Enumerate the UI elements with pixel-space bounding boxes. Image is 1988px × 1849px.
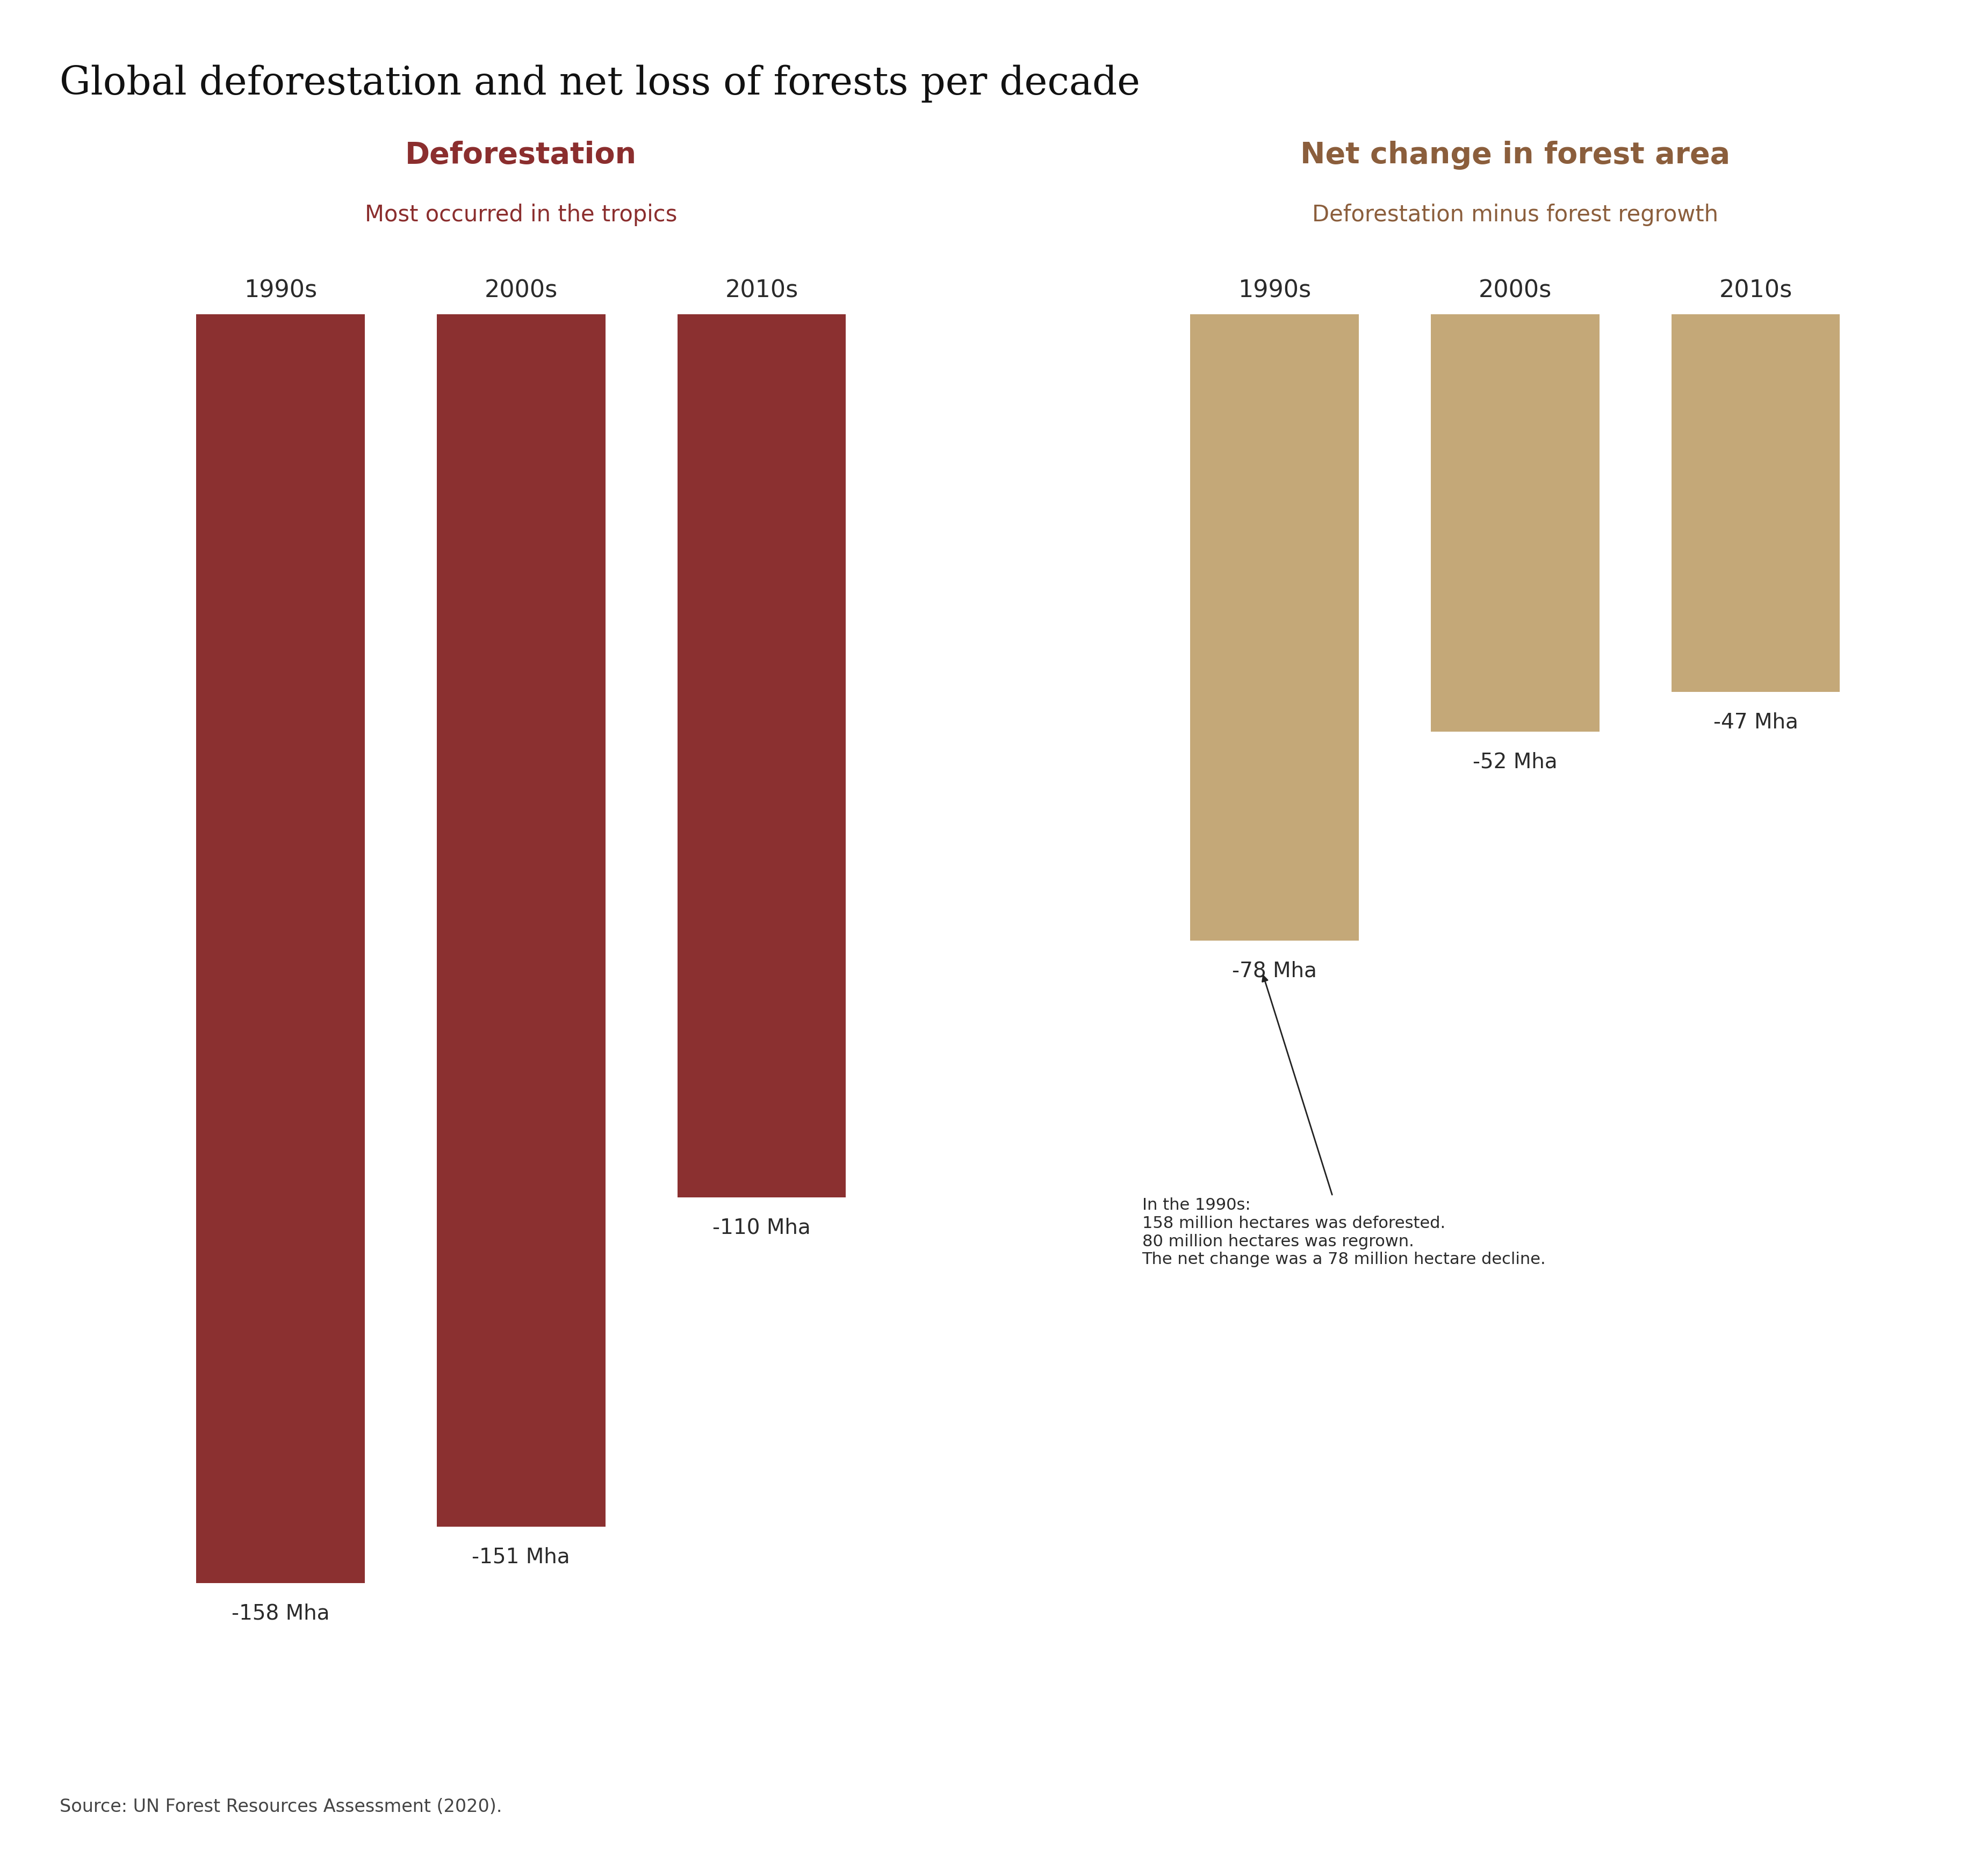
Text: Global deforestation and net loss of forests per decade: Global deforestation and net loss of for… [60, 65, 1141, 102]
Text: 1990s: 1990s [1239, 279, 1310, 301]
Text: 2010s: 2010s [1720, 279, 1793, 301]
Text: Most occurred in the tropics: Most occurred in the tropics [366, 203, 678, 226]
Text: -158 Mha: -158 Mha [231, 1603, 330, 1623]
Text: -110 Mha: -110 Mha [712, 1218, 811, 1239]
Text: 1990s: 1990s [245, 279, 316, 301]
Bar [1191, 314, 1358, 941]
Text: -151 Mha: -151 Mha [471, 1548, 571, 1568]
Bar [437, 314, 604, 1527]
Text: -47 Mha: -47 Mha [1714, 712, 1797, 732]
Text: Deforestation minus forest regrowth: Deforestation minus forest regrowth [1312, 203, 1718, 226]
Text: Net change in forest area: Net change in forest area [1300, 141, 1730, 170]
Text: 2000s: 2000s [485, 279, 559, 301]
Bar [1672, 314, 1841, 692]
Bar [197, 314, 364, 1583]
Text: In the 1990s:
158 million hectares was deforested.
80 million hectares was regro: In the 1990s: 158 million hectares was d… [1141, 976, 1547, 1267]
Text: 2010s: 2010s [726, 279, 799, 301]
Bar [678, 314, 847, 1198]
Text: Deforestation: Deforestation [406, 141, 636, 170]
Bar [1431, 314, 1598, 732]
Text: -78 Mha: -78 Mha [1233, 961, 1316, 982]
Text: 2000s: 2000s [1479, 279, 1553, 301]
Text: Source: UN Forest Resources Assessment (2020).: Source: UN Forest Resources Assessment (… [60, 1797, 503, 1816]
Text: -52 Mha: -52 Mha [1473, 753, 1557, 773]
